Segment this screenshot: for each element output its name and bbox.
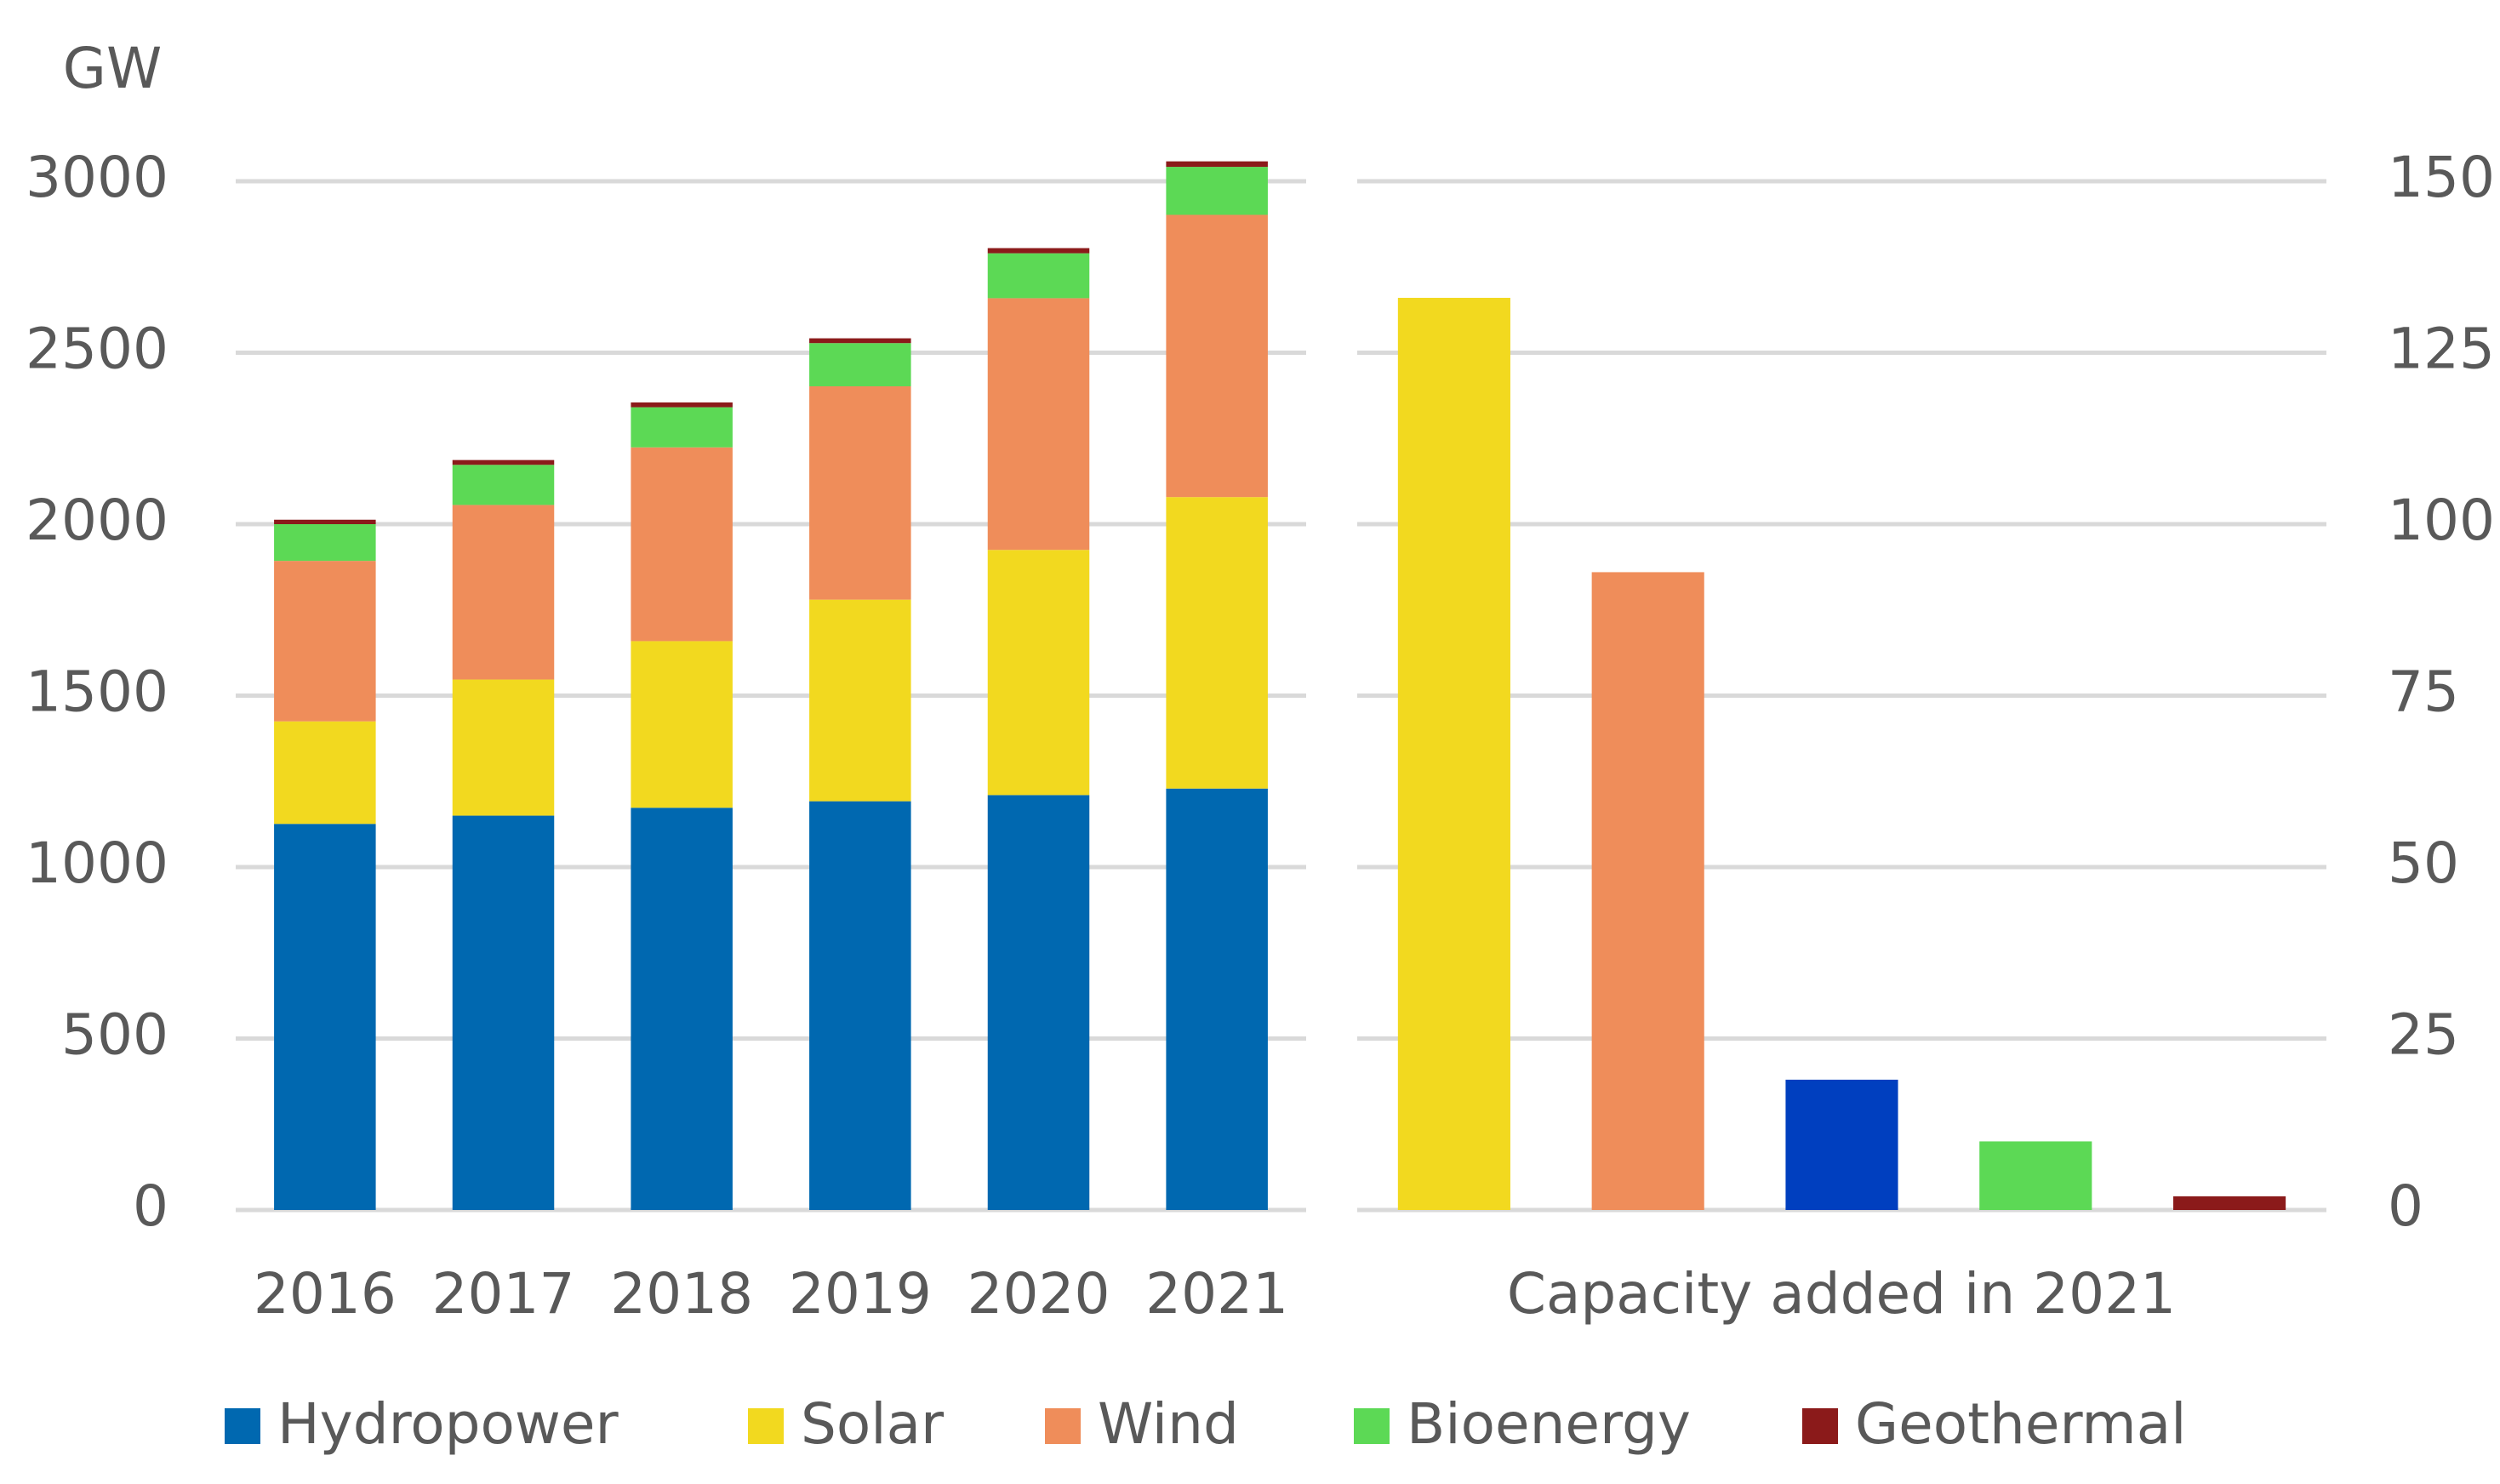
bar bbox=[1785, 1079, 1898, 1210]
x-tick-label: 2021 bbox=[1145, 1261, 1288, 1327]
bar-segment bbox=[452, 505, 555, 680]
bar-segment bbox=[987, 550, 1090, 796]
bar-segment bbox=[631, 407, 733, 448]
y-tick-label: 0 bbox=[133, 1173, 168, 1239]
bar-segment bbox=[274, 721, 376, 825]
y-tick-label: 2000 bbox=[26, 488, 168, 553]
bar-segment bbox=[809, 599, 911, 802]
bar-segment bbox=[274, 561, 376, 722]
legend-label: Wind bbox=[1098, 1391, 1239, 1457]
bar-segment bbox=[809, 801, 911, 1210]
bar-segment bbox=[452, 679, 555, 816]
y-tick-label: 125 bbox=[2388, 317, 2495, 382]
bar-segment bbox=[274, 519, 376, 524]
legend-label: Geothermal bbox=[1855, 1391, 2187, 1457]
x-tick-label: 2020 bbox=[967, 1261, 1110, 1327]
bar-segment bbox=[452, 815, 555, 1210]
bar-segment bbox=[987, 248, 1090, 254]
bar bbox=[2173, 1196, 2286, 1210]
y-tick-label: 150 bbox=[2388, 145, 2495, 210]
y-tick-label: 100 bbox=[2388, 488, 2495, 553]
x-tick-label: 2016 bbox=[254, 1261, 397, 1327]
bar-segment bbox=[987, 253, 1090, 299]
legend-swatch bbox=[748, 1408, 784, 1444]
y-tick-label: 2500 bbox=[26, 317, 168, 382]
x-tick-label: 2017 bbox=[432, 1261, 575, 1327]
bar-segment bbox=[1166, 214, 1268, 498]
y-tick-label: 25 bbox=[2388, 1002, 2459, 1068]
bar-segment bbox=[631, 808, 733, 1210]
bar-segment bbox=[987, 298, 1090, 551]
y-tick-label: 50 bbox=[2388, 830, 2459, 896]
legend-label: Bioenergy bbox=[1407, 1391, 1691, 1457]
bar-segment bbox=[1166, 167, 1268, 215]
y-axis-label: GW bbox=[63, 36, 162, 101]
bar-segment bbox=[1166, 497, 1268, 789]
legend-swatch bbox=[1354, 1408, 1390, 1444]
bar-segment bbox=[631, 641, 733, 808]
bar bbox=[1591, 572, 1704, 1210]
bar bbox=[1397, 298, 1510, 1210]
legend-swatch bbox=[1045, 1408, 1081, 1444]
bar-segment bbox=[274, 524, 376, 562]
legend-swatch bbox=[225, 1408, 260, 1444]
bar-segment bbox=[809, 338, 911, 344]
legend-label: Solar bbox=[801, 1391, 945, 1457]
bar-segment bbox=[631, 447, 733, 642]
legend-label: Hydropower bbox=[277, 1391, 619, 1457]
x-axis-label: Capacity added in 2021 bbox=[1507, 1261, 2176, 1327]
bar-segment bbox=[1166, 788, 1268, 1210]
y-tick-label: 3000 bbox=[26, 145, 168, 210]
y-tick-label: 75 bbox=[2388, 659, 2459, 725]
bar-segment bbox=[809, 385, 911, 600]
y-tick-label: 1000 bbox=[26, 830, 168, 896]
x-tick-label: 2018 bbox=[610, 1261, 753, 1327]
y-tick-label: 500 bbox=[61, 1002, 168, 1068]
bar bbox=[1979, 1141, 2092, 1210]
y-tick-label: 0 bbox=[2388, 1173, 2423, 1239]
y-tick-label: 1500 bbox=[26, 659, 168, 725]
bar-segment bbox=[274, 824, 376, 1210]
x-tick-label: 2019 bbox=[789, 1261, 932, 1327]
bar-segment bbox=[809, 343, 911, 386]
bar-segment bbox=[1166, 161, 1268, 168]
legend-swatch bbox=[1802, 1408, 1838, 1444]
bar-segment bbox=[452, 465, 555, 505]
bar-segment bbox=[452, 459, 555, 465]
bar-segment bbox=[987, 795, 1090, 1210]
bar-segment bbox=[631, 402, 733, 408]
